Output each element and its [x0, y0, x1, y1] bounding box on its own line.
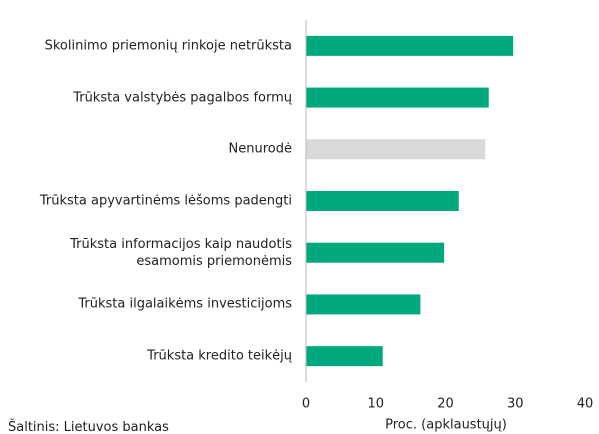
x-tick-label: 30: [507, 397, 524, 412]
x-tick-label: 0: [302, 397, 310, 412]
category-label: Trūksta apyvartinėms lėšoms padengti: [39, 193, 292, 209]
category-label: Trūksta informacijos kaip naudotis esamo…: [70, 236, 292, 269]
category-label: Skolinimo priemonių rinkoje netrūksta: [44, 38, 292, 54]
x-tick-label: 40: [577, 397, 594, 412]
bar: [306, 35, 514, 56]
bar: [306, 294, 421, 315]
category-label: Trūksta kredito teikėjų: [147, 348, 292, 364]
x-axis-title: Proc. (apklaustųjų): [385, 418, 507, 433]
bar: [306, 242, 445, 263]
category-label: Trūksta valstybės pagalbos formų: [73, 90, 292, 106]
source: Šaltinis: Lietuvos bankas: [8, 420, 169, 434]
x-tick-label: 20: [437, 397, 454, 412]
bar: [306, 346, 383, 367]
bar: [306, 139, 486, 160]
bar: [306, 191, 459, 211]
category-label: Nenurodė: [228, 141, 292, 157]
category-label: Trūksta ilgalaikėms investicijoms: [78, 296, 292, 312]
bar: [306, 87, 489, 108]
x-tick-label: 10: [367, 397, 384, 412]
